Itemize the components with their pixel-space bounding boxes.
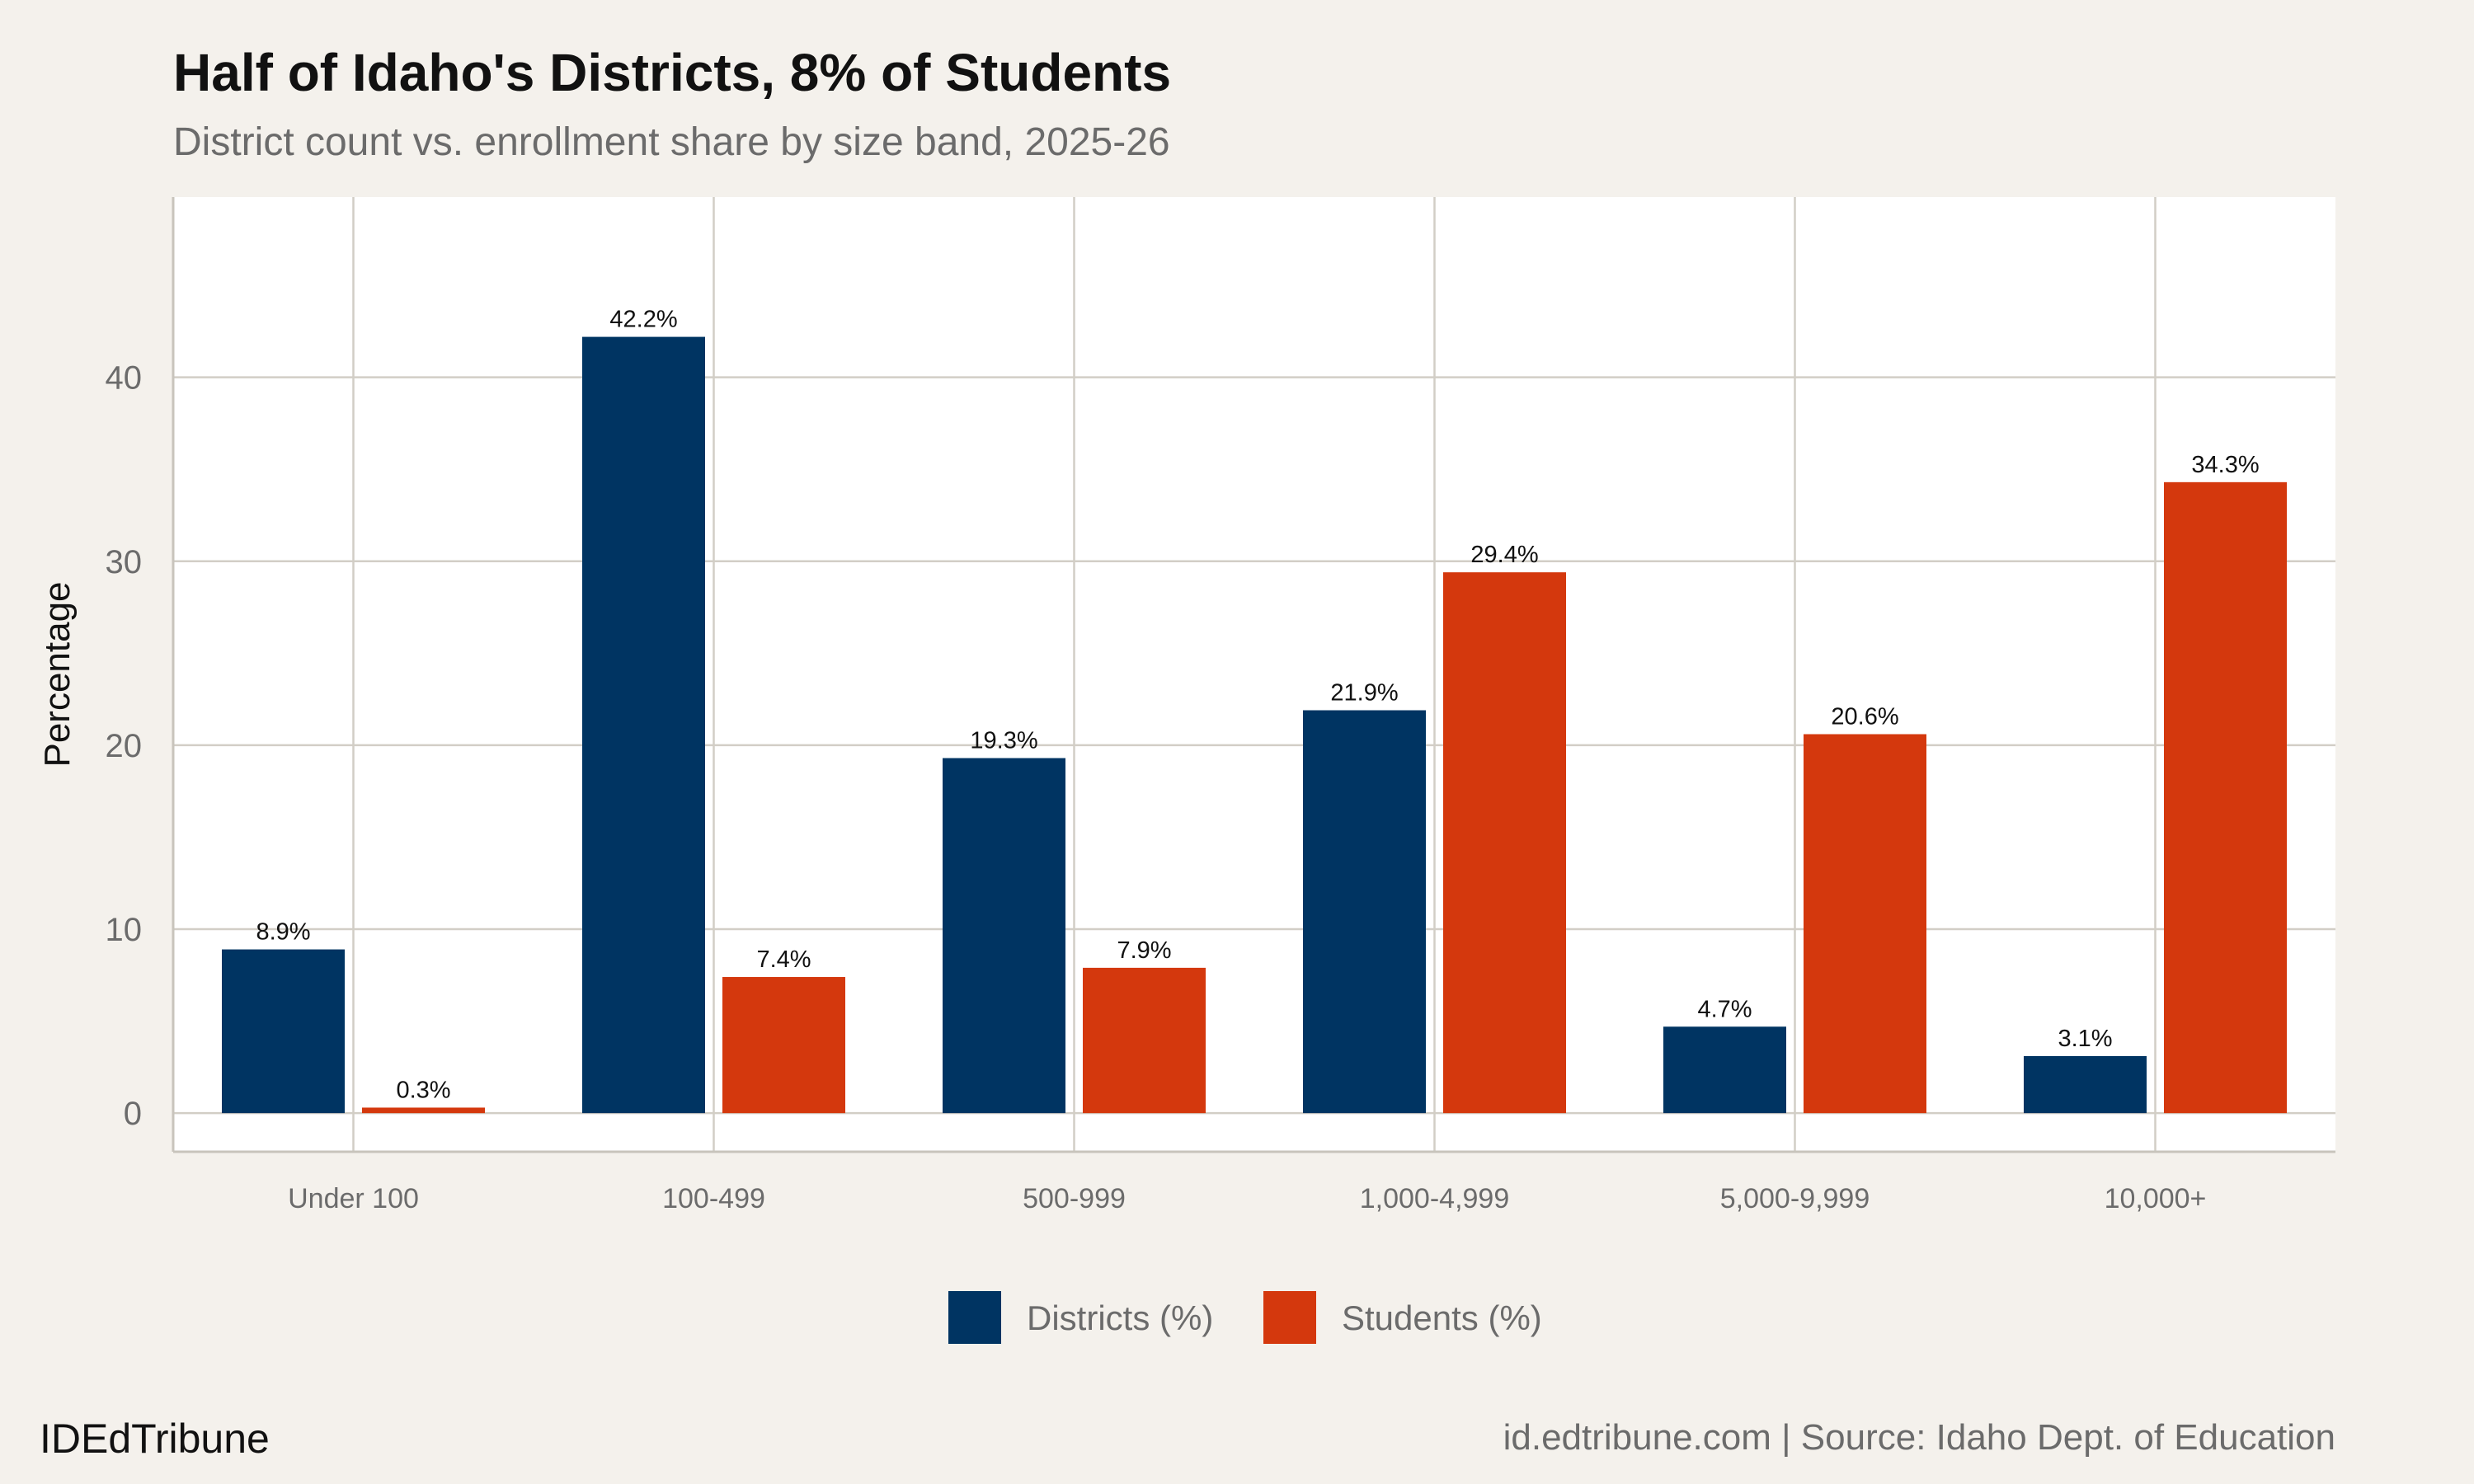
data-label: 4.7% [1697,996,1752,1022]
bar-students [1443,572,1566,1114]
footer-brand: IDEdTribune [40,1416,270,1462]
legend-label: Districts (%) [1027,1298,1213,1337]
legend-label: Students (%) [1342,1298,1542,1337]
x-tick-label: 100-499 [662,1183,765,1214]
data-label: 29.4% [1470,542,1538,568]
bar-districts [2024,1055,2147,1114]
bar-students [2164,481,2287,1114]
gridlines [173,197,2335,1152]
bar-districts [582,336,705,1114]
plot-panel [173,197,2335,1152]
data-label: 42.2% [609,307,677,333]
data-label: 3.1% [2058,1026,2112,1052]
data-label: 0.3% [396,1077,450,1103]
bar-students [722,977,845,1114]
bar-districts [1303,710,1426,1114]
data-label: 19.3% [970,728,1037,754]
y-tick-label: 0 [124,1096,142,1132]
x-tick-label: 10,000+ [2105,1183,2207,1214]
data-label: 20.6% [1831,704,1898,730]
bar-students [1083,967,1206,1114]
y-tick-label: 30 [106,544,143,580]
y-axis: 0 10 20 30 40 [106,360,143,1132]
x-tick-label: 5,000-9,999 [1720,1183,1870,1214]
data-label: 7.9% [1117,937,1171,964]
y-tick-label: 20 [106,728,143,764]
bar-students [362,1107,485,1114]
chart-subtitle: District count vs. enrollment share by s… [173,120,1170,164]
x-tick-label: 1,000-4,999 [1360,1183,1510,1214]
y-tick-label: 10 [106,912,143,948]
data-label: 7.4% [756,946,811,973]
legend-swatch [1263,1291,1316,1344]
legend: Districts (%) Students (%) [948,1291,1542,1344]
x-axis: Under 100 100-499 500-999 1,000-4,999 5,000-… [288,1183,2206,1214]
y-axis-label: Percentage [37,581,78,767]
bar-districts [1663,1026,1786,1114]
x-tick-label: Under 100 [288,1183,419,1214]
bars: 8.9% 42.2% 19.3% 21.9% 4.7% 3.1% 0.3% 7.4% 7.9% 2… [222,307,2287,1114]
bar-districts [222,949,345,1114]
data-label: 21.9% [1330,680,1398,707]
footer-source: id.edtribune.com | Source: Idaho Dept. o… [1503,1417,2335,1458]
legend-swatch [948,1291,1001,1344]
x-tick-label: 500-999 [1023,1183,1126,1214]
bar-students [1804,734,1926,1114]
chart-title: Half of Idaho's Districts, 8% of Student… [173,43,1171,102]
y-tick-label: 40 [106,360,143,397]
data-label: 34.3% [2191,452,2259,478]
data-label: 8.9% [256,919,310,946]
bar-districts [943,758,1065,1114]
